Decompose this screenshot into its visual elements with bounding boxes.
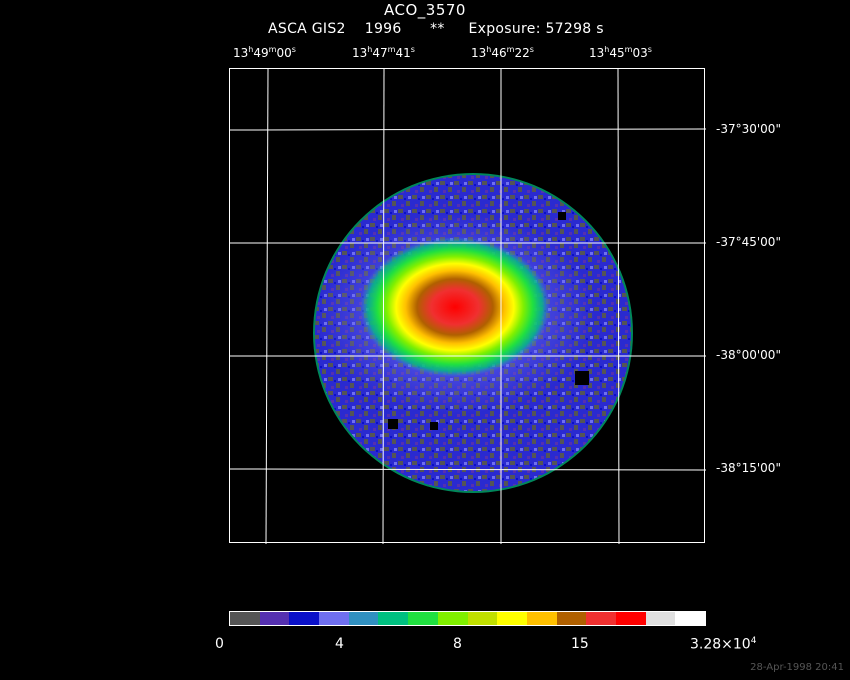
colorbar-swatch: [289, 612, 320, 625]
image-frame: [229, 68, 706, 544]
colorbar-label: 4: [335, 636, 344, 652]
colorbar-label: 0: [215, 636, 224, 652]
dec-tick-label: -37°45'00": [716, 235, 781, 249]
ra-tick-label: 13h45m03s: [589, 45, 652, 60]
colorbar-swatch: [259, 612, 290, 625]
colorbar-max-label: 3.28×104: [690, 636, 757, 653]
colorbar-label: 8: [453, 636, 462, 652]
flag-stars: **: [430, 21, 445, 37]
instrument-label: ASCA GIS2: [268, 21, 346, 37]
colorbar-swatch: [378, 612, 409, 625]
colorbar-swatch: [497, 612, 527, 625]
colorbar-swatch: [319, 612, 349, 625]
colorbar-swatch: [645, 612, 676, 625]
ra-tick-label: 13h46m22s: [471, 45, 534, 60]
datestamp: 28-Apr-1998 20:41: [750, 662, 844, 673]
colorbar-swatch: [675, 612, 705, 625]
colorbar-swatch: [437, 612, 468, 625]
colorbar-swatch: [586, 612, 616, 625]
colorbar-swatch: [615, 612, 646, 625]
colorbar: [229, 611, 706, 626]
exposure-label: Exposure: 57298 s: [468, 21, 604, 37]
image-title: ACO_3570: [384, 1, 466, 19]
colorbar-swatch: [230, 612, 260, 625]
colorbar-label: 15: [571, 636, 589, 652]
colorbar-swatch: [467, 612, 498, 625]
image-subtitle: ASCA GIS2 1996 ** Exposure: 57298 s: [268, 21, 604, 37]
dec-tick-label: -38°15'00": [716, 461, 781, 475]
ra-tick-label: 13h47m41s: [352, 45, 415, 60]
colorbar-swatch: [526, 612, 557, 625]
colorbar-swatch: [408, 612, 438, 625]
colorbar-swatch: [556, 612, 587, 625]
dec-tick-label: -37°30'00": [716, 122, 781, 136]
dec-tick-label: -38°00'00": [716, 348, 781, 362]
year-label: 1996: [364, 21, 402, 37]
colorbar-swatch: [348, 612, 379, 625]
ra-tick-label: 13h49m00s: [233, 45, 296, 60]
xray-image: [230, 69, 706, 544]
